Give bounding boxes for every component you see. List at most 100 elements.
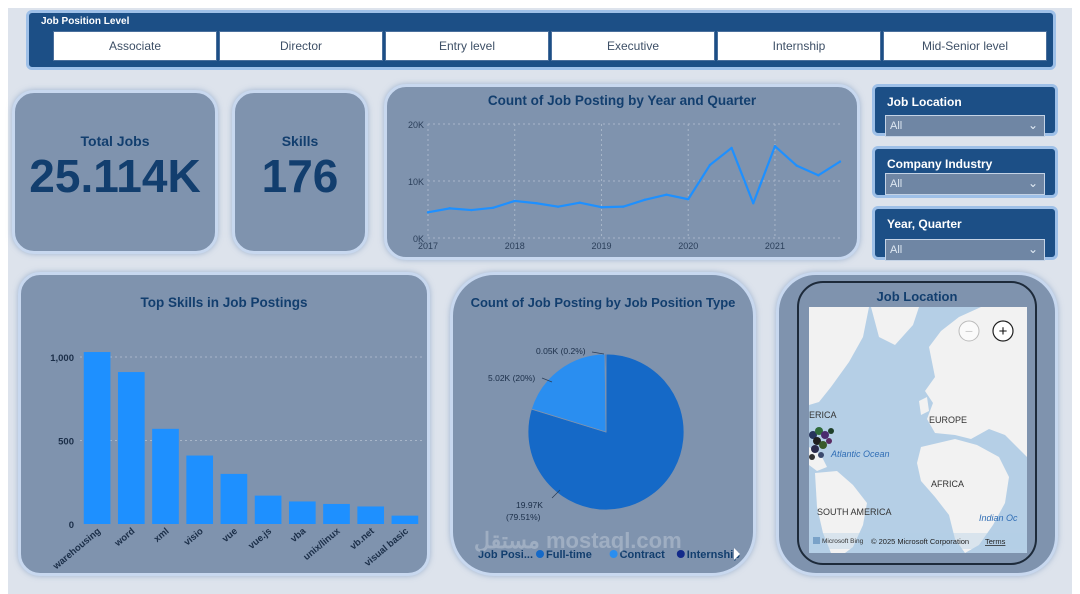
- microsoft-logo-icon: [813, 537, 820, 544]
- map-credit: Microsoft Bing: [822, 538, 864, 545]
- company-industry-filter-label: Company Industry: [887, 157, 993, 171]
- land-uk: [919, 397, 929, 415]
- bar-x-tick-label: xml: [152, 526, 172, 545]
- watermark: مستقل mostaql.com: [474, 528, 682, 553]
- bar-x-tick-label: unix/linux: [301, 525, 343, 562]
- line-point: [665, 193, 668, 196]
- line-point: [426, 211, 430, 214]
- map-title: Job Location: [876, 289, 958, 304]
- skills-label: Skills: [281, 133, 319, 149]
- line-point: [643, 198, 647, 202]
- line-y-tick-label: 10K: [408, 177, 424, 187]
- line-point: [491, 206, 495, 209]
- bar: [254, 495, 282, 524]
- slicer-option-executive[interactable]: Executive: [551, 31, 715, 61]
- land-north-america: [809, 307, 869, 405]
- job-location-dropdown[interactable]: All ⌄: [885, 115, 1045, 137]
- pie-slice-contract: [530, 353, 607, 433]
- line-point: [621, 205, 625, 208]
- pie-label-internship: 0.05K (0.2%): [536, 346, 586, 356]
- line-point: [730, 146, 733, 150]
- job-position-type-card: Count of Job Posting by Job Position Typ…: [450, 272, 756, 576]
- line-point: [838, 160, 842, 163]
- pie-legend-label: Contract: [620, 549, 666, 561]
- bar: [152, 428, 179, 524]
- line-x-tick-label: 2020: [678, 241, 698, 251]
- line-point: [708, 163, 712, 167]
- skills-value: 176: [261, 150, 339, 202]
- map-data-points[interactable]: [809, 427, 834, 460]
- skills-card: Skills 176: [232, 90, 368, 254]
- land-africa: [917, 439, 1009, 553]
- bar-x-tick-label: vb.net: [348, 525, 377, 552]
- line-x-tick-label: 2021: [765, 241, 785, 251]
- land-south-america: [815, 471, 867, 553]
- pie-legend-marker: [676, 550, 685, 558]
- pie-label-contract: 5.02K (20%): [488, 373, 535, 383]
- slicer-option-director[interactable]: Director: [219, 31, 383, 61]
- line-chart-title: Count of Job Posting by Year and Quarter: [487, 93, 757, 108]
- company-industry-dropdown[interactable]: All ⌄: [885, 173, 1045, 195]
- pie-label-fulltime-pct: (79.51%): [506, 512, 541, 522]
- slicer-option-associate[interactable]: Associate: [53, 31, 217, 61]
- world-map[interactable]: ERICA EUROPE Atlantic Ocean AFRICA SOUTH…: [809, 307, 1027, 553]
- line-point: [448, 207, 451, 210]
- pie-legend-label: Full-time: [546, 549, 592, 561]
- job-position-level-slicer: Job Position Level Associate Director En…: [26, 10, 1056, 70]
- year-quarter-value: All: [890, 244, 903, 256]
- pie-chart: 19.97K (79.51%) 5.02K (20%) 0.05K (0.2%) Job…: [478, 346, 740, 561]
- bar: [186, 455, 214, 524]
- job-location-filter-label: Job Location: [887, 95, 962, 109]
- pie-legend-title: Job Posi...: [478, 549, 533, 561]
- zoom-in-icon: +: [999, 323, 1008, 340]
- year-quarter-dropdown[interactable]: All ⌄: [885, 239, 1045, 261]
- total-jobs-card: Total Jobs 25.114K: [12, 90, 218, 254]
- line-chart: 0K 10K 20K 2017 2018 2019 2020 2021: [408, 120, 842, 251]
- slicer-option-internship[interactable]: Internship: [717, 31, 881, 61]
- line-point: [687, 198, 690, 201]
- slicer-title: Job Position Level: [41, 16, 130, 27]
- line-series: [427, 145, 841, 214]
- zoom-in-button[interactable]: +: [992, 320, 1014, 342]
- land-europe-asia: [925, 307, 1027, 457]
- pie-legend-next-icon: [734, 548, 740, 560]
- pie-leader-fulltime: [551, 489, 561, 499]
- line-point: [817, 174, 820, 177]
- job-posting-by-quarter-card: Count of Job Posting by Year and Quarter…: [384, 84, 860, 260]
- line-point: [795, 164, 798, 167]
- year-quarter-filter-label: Year, Quarter: [887, 217, 962, 231]
- job-location-filter: Job Location All ⌄: [872, 84, 1058, 137]
- dashboard-canvas: Job Position Level Associate Director En…: [8, 8, 1072, 594]
- bar: [391, 515, 419, 524]
- line-y-tick-label: 0K: [413, 234, 424, 244]
- pie-leader-internship: [591, 351, 605, 355]
- line-y-tick-label: 20K: [408, 120, 424, 130]
- line-point: [556, 205, 560, 208]
- map-terms-link[interactable]: Terms: [985, 537, 1006, 546]
- chevron-down-icon: ⌄: [1027, 242, 1038, 256]
- zoom-out-button[interactable]: −: [958, 320, 980, 342]
- map-label-africa: AFRICA: [931, 479, 964, 489]
- map-copyright: © 2025 Microsoft Corporation: [871, 537, 969, 546]
- pie-leader-contract: [541, 377, 553, 383]
- job-location-value: All: [890, 120, 903, 132]
- bar: [357, 506, 385, 524]
- bar-x-tick-label: vue.js: [246, 526, 274, 552]
- company-industry-value: All: [890, 178, 903, 190]
- line-point: [600, 206, 603, 209]
- slicer-option-entry-level[interactable]: Entry level: [385, 31, 549, 61]
- line-x-tick-label: 2017: [418, 241, 438, 251]
- map-label-europe: EUROPE: [929, 415, 967, 425]
- line-x-tick-label: 2018: [505, 241, 525, 251]
- bar-x-tick-label: vue: [220, 526, 240, 545]
- bar-x-tick-label: word: [112, 526, 137, 550]
- pie-legend-marker: [536, 550, 544, 558]
- bar-chart-title: Top Skills in Job Postings: [140, 295, 308, 310]
- total-jobs-label: Total Jobs: [80, 133, 150, 149]
- line-x-tick-label: 2019: [591, 241, 611, 251]
- bar-y-tick-label: 0: [69, 520, 74, 531]
- slicer-option-mid-senior-level[interactable]: Mid-Senior level: [883, 31, 1047, 61]
- bar-y-tick-label: 500: [58, 437, 74, 448]
- chevron-down-icon: ⌄: [1027, 176, 1038, 190]
- pie-chart-title: Count of Job Posting by Job Position Typ…: [470, 295, 736, 310]
